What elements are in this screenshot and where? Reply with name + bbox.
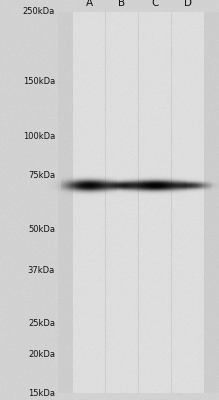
Text: 100kDa: 100kDa (23, 132, 55, 140)
Text: 250kDa: 250kDa (23, 8, 55, 16)
Text: D: D (184, 0, 192, 8)
Text: 25kDa: 25kDa (28, 319, 55, 328)
Text: A: A (85, 0, 93, 8)
Text: 50kDa: 50kDa (28, 226, 55, 234)
Text: B: B (118, 0, 125, 8)
Text: C: C (151, 0, 159, 8)
Text: 15kDa: 15kDa (28, 388, 55, 398)
Text: 150kDa: 150kDa (23, 77, 55, 86)
Text: 75kDa: 75kDa (28, 170, 55, 180)
Text: 37kDa: 37kDa (28, 266, 55, 275)
Text: 20kDa: 20kDa (28, 350, 55, 358)
